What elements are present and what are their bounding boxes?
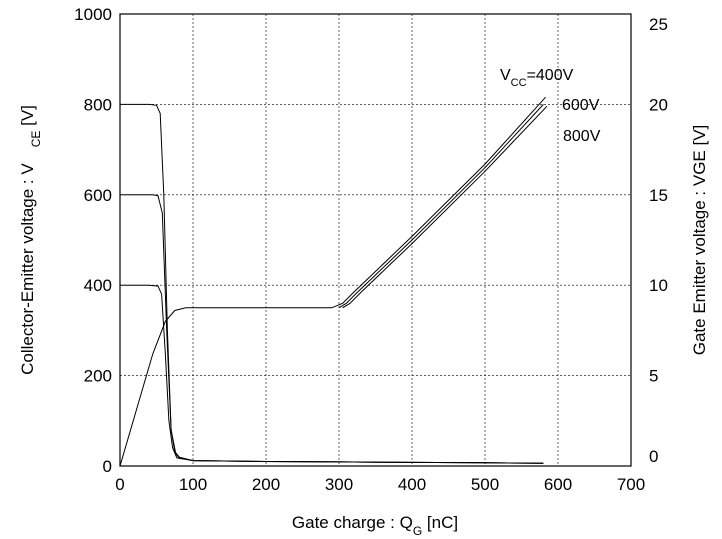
- vce-curve-0: [120, 103, 544, 464]
- y-right-tick-label: 10: [649, 276, 668, 295]
- vge-curve-5: [342, 105, 548, 309]
- x-tick-label: 300: [325, 475, 353, 494]
- vcc-800v-label: 800V: [563, 128, 601, 145]
- y-right-tick-label: 5: [649, 367, 658, 386]
- vge-curve-4: [338, 104, 544, 309]
- y-right-axis-title: Gate Emitter voltage : VGE [V]: [690, 125, 709, 356]
- vcc-400v-label: VCC=400V: [500, 67, 574, 89]
- vce-curve-2: [120, 284, 544, 464]
- y-right-tick-label: 20: [649, 95, 668, 114]
- y-right-tick-label: 25: [649, 15, 668, 34]
- x-tick-label: 500: [471, 475, 499, 494]
- x-tick-label: 200: [252, 475, 280, 494]
- x-tick-label: 100: [179, 475, 207, 494]
- x-tick-label: 700: [617, 475, 645, 494]
- y-left-tick-label: 800: [84, 95, 112, 114]
- vcc-600v-label: 600V: [562, 97, 600, 114]
- x-tick-label: 600: [544, 475, 572, 494]
- y-left-tick-label: 200: [84, 367, 112, 386]
- y-right-tick-label: 15: [649, 186, 668, 205]
- x-axis-title: Gate charge : QG [nC]: [292, 513, 458, 538]
- vge-curve-3: [119, 96, 546, 467]
- y-left-tick-label: 400: [84, 276, 112, 295]
- y-left-tick-label: 1000: [74, 5, 112, 24]
- plot-frame: [119, 13, 632, 467]
- y-left-tick-label: 0: [103, 457, 112, 476]
- y-left-axis-title: Collector-Emitter voltage : VCE [V]: [18, 105, 43, 375]
- vce-curve-1: [120, 194, 544, 464]
- y-right-tick-label: 0: [649, 447, 658, 466]
- x-tick-label: 400: [398, 475, 426, 494]
- curves: [119, 96, 548, 467]
- y-left-tick-label: 600: [84, 186, 112, 205]
- x-tick-label: 0: [115, 475, 124, 494]
- tick-labels: 0 100 200 300 400 500 600 700020040060080010000…: [74, 5, 668, 494]
